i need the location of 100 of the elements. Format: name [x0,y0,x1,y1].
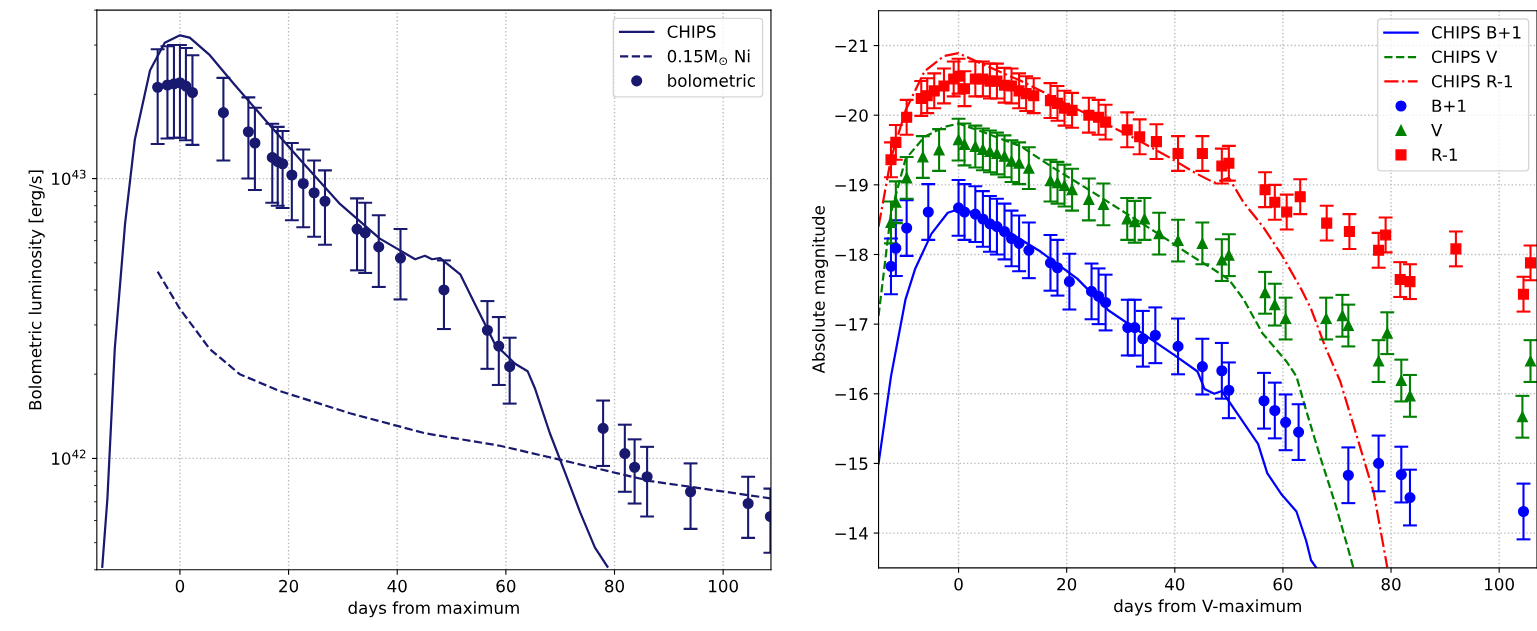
point [1294,191,1306,203]
point [1516,411,1528,423]
y-tick-label: −19 [835,178,868,192]
point [1066,184,1078,196]
y-axis-title: Absolute magnitude [811,206,829,374]
x-tick-label: 0 [954,577,963,591]
line-series [878,122,1355,568]
point [619,448,631,460]
point [742,497,754,510]
point [1450,243,1462,255]
point [1216,365,1228,377]
point [1524,355,1537,367]
point [1373,355,1385,367]
point [1336,310,1348,322]
point [597,422,609,434]
point [1100,116,1112,128]
point [373,241,385,253]
point [1281,206,1293,218]
point [1134,131,1146,143]
point [1023,244,1035,256]
point [1280,313,1292,325]
point [249,137,261,149]
point [1259,184,1271,196]
point [1196,361,1208,373]
point [1342,319,1354,332]
point [958,206,971,218]
point [1149,329,1161,341]
point [1395,374,1407,387]
x-tick-label: 100 [1485,577,1514,591]
point [1517,288,1530,300]
x-tick-label: 100 [709,579,738,593]
point [1381,327,1393,339]
x-tick-label: 40 [387,579,407,593]
point [1269,404,1281,417]
y-tick-label: 10$^{42}$ [52,449,86,465]
point [186,86,198,99]
point [629,461,641,473]
point [958,83,971,95]
point [890,136,902,148]
point [1172,147,1184,160]
point [1404,492,1416,504]
point [1517,505,1530,518]
legend-label: B+1 [1432,99,1466,112]
point [885,154,897,166]
y-tick-label: −15 [835,457,868,470]
point [885,260,897,272]
point [991,221,1003,233]
point [297,177,309,190]
point [1097,198,1109,210]
x-tick-label: 20 [1057,577,1077,591]
point [1100,296,1112,309]
point [922,206,934,218]
point [1153,228,1165,240]
point [1269,196,1281,208]
point [359,227,371,239]
point [438,284,450,296]
point [998,225,1011,238]
point [394,252,407,264]
line-series [878,52,1389,568]
point [1373,244,1385,256]
y-tick-label: −17 [835,318,868,331]
point [1320,313,1332,325]
y-axis-title: Bolometric luminosity [erg/s] [28,170,45,410]
point [1223,249,1235,261]
point [901,222,913,234]
x-axis-title: days from V-maximum [1114,599,1301,616]
x-tick-label: 80 [1381,577,1401,591]
point [1172,235,1184,247]
point [1013,237,1025,249]
point [286,169,298,181]
y-tick-label: −14 [835,527,868,540]
legend-label: CHIPS V [1431,50,1498,64]
x-tick-label: 0 [175,579,185,593]
point [1013,157,1025,169]
legend-label: V [1431,124,1443,137]
legend-label: CHIPS R-1 [1431,74,1512,88]
point [1196,147,1208,160]
point [1380,229,1392,241]
legend-label: bolometric [668,74,755,87]
point [1223,384,1235,396]
point [1293,426,1305,438]
point [969,208,981,220]
point [938,80,950,92]
point [1321,217,1333,229]
point [1028,90,1040,102]
x-tick-label: 20 [279,579,299,593]
point [969,140,981,153]
point [481,324,493,336]
point [1121,124,1133,136]
point [953,70,965,82]
x-tick-label: 40 [1165,577,1185,591]
y-tick-label: −16 [835,387,868,401]
legend-label: 0.15M$_{⊙}$ Ni [667,49,750,66]
x-tick-label: 80 [605,579,625,593]
point [1196,237,1208,249]
point [1373,457,1385,469]
y-tick-label: −18 [835,248,868,262]
point [1343,225,1355,238]
point [152,81,164,93]
point [1083,193,1095,206]
